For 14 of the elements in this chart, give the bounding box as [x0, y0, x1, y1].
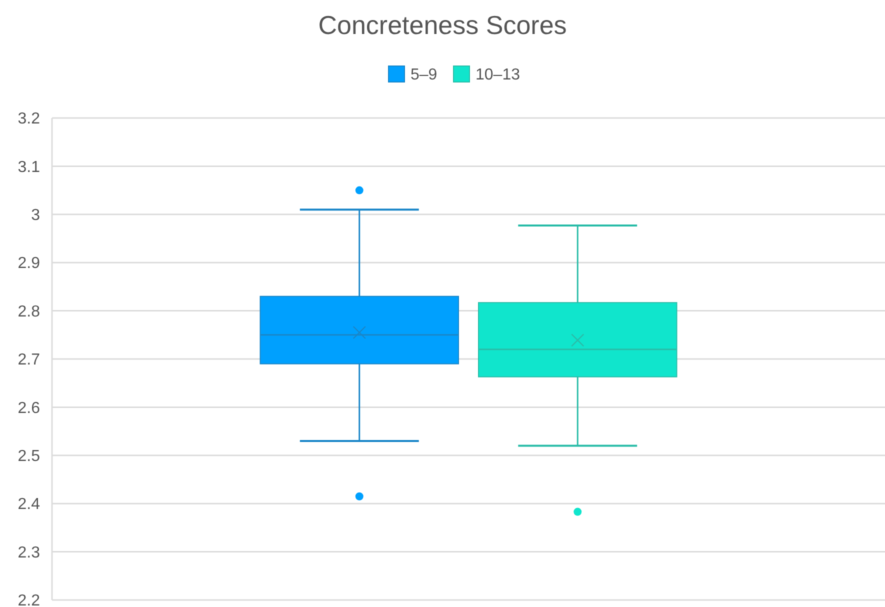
legend-label: 5–9	[410, 66, 438, 84]
y-tick-label: 2.9	[18, 255, 40, 272]
y-tick-label: 2.4	[18, 496, 40, 514]
y-tick-label: 2.8	[18, 303, 40, 320]
y-tick-label: 2.6	[18, 400, 40, 417]
y-tick-label: 2.5	[18, 448, 40, 465]
y-tick-label: 3.2	[18, 110, 40, 128]
y-tick-label: 2.3	[18, 544, 40, 562]
y-tick-label: 3.1	[18, 158, 40, 176]
legend-label: 10–13	[476, 66, 520, 84]
chart-title: Concreteness Scores	[318, 10, 567, 40]
y-tick-label: 3	[31, 207, 40, 224]
y-tick-label: 2.2	[18, 592, 40, 607]
y-tick-label: 2.7	[18, 352, 40, 369]
